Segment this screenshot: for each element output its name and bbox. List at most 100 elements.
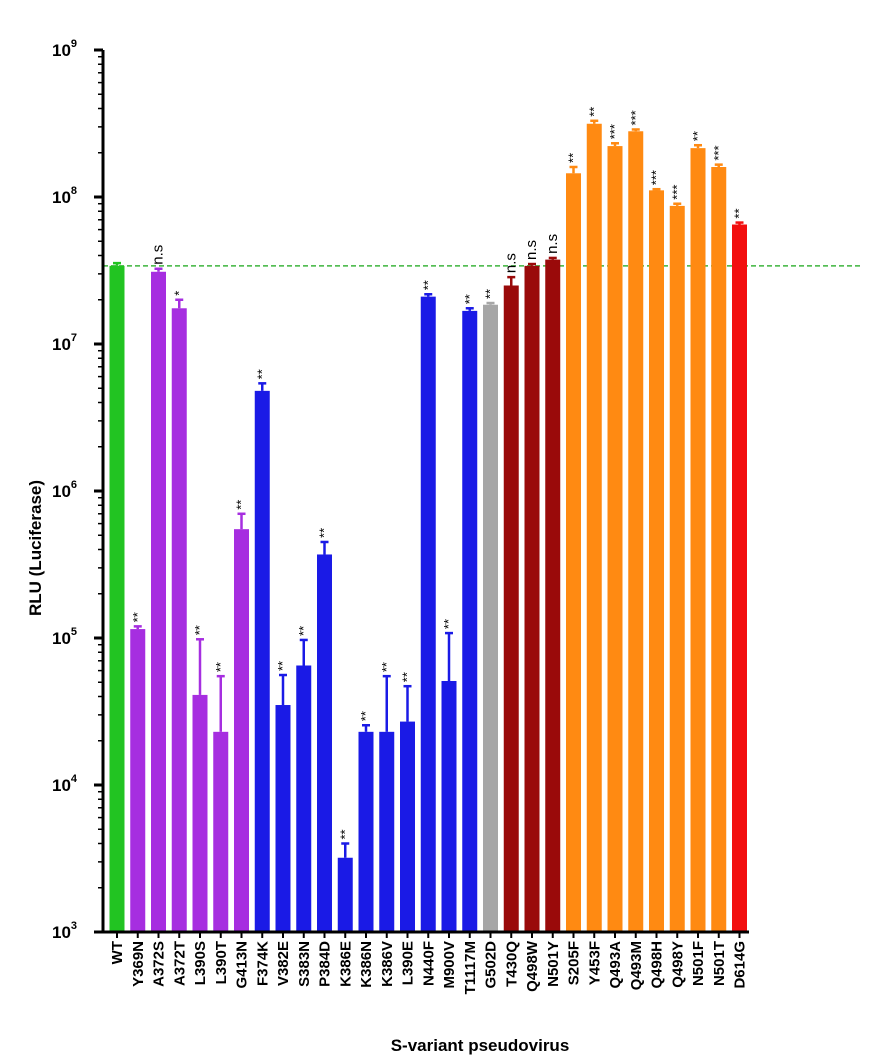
bar-q498h xyxy=(649,190,664,932)
error-bar xyxy=(133,625,142,630)
bar-l390e xyxy=(400,721,415,932)
y-axis-title: RLU (Luciferase) xyxy=(26,480,45,616)
error-bar xyxy=(237,512,246,530)
significance-label: ** xyxy=(483,289,498,299)
x-tick-label: Y453F xyxy=(586,941,603,985)
y-tick-label: 103 xyxy=(52,920,77,942)
error-bar xyxy=(424,292,433,297)
x-tick-label: P384D xyxy=(317,941,334,987)
significance-label: * xyxy=(171,291,186,296)
significance-label: ** xyxy=(317,528,332,538)
significance-label: ** xyxy=(462,294,477,304)
x-tick-label: L390E xyxy=(400,941,417,985)
x-tick-label: V382E xyxy=(275,941,292,986)
significance-label: ** xyxy=(358,711,373,721)
x-tick-label: M900V xyxy=(441,941,458,989)
x-tick-label: Q493A xyxy=(607,941,624,989)
error-bar xyxy=(320,540,329,555)
bars-layer xyxy=(109,119,747,933)
bar-n440f xyxy=(420,296,436,932)
bar-y369n xyxy=(130,629,146,932)
bar-wt xyxy=(109,265,125,933)
x-tick-label: L390S xyxy=(192,941,209,985)
bar-a372t xyxy=(171,308,187,932)
x-tick-label: Y369N xyxy=(130,941,147,987)
x-tick-label: N501F xyxy=(690,941,707,986)
error-bar xyxy=(652,187,661,191)
x-tick-label: G502D xyxy=(483,941,500,989)
significance-label: ** xyxy=(130,612,145,622)
y-tick-label: 106 xyxy=(52,479,77,501)
bar-q498w xyxy=(524,265,540,933)
error-bar xyxy=(362,723,370,732)
error-bar xyxy=(258,382,267,391)
bar-s205f xyxy=(566,173,581,932)
significance-label: n.s xyxy=(502,253,519,273)
significance-label: ** xyxy=(586,107,601,117)
y-tick-label: 108 xyxy=(52,185,77,207)
x-tick-label: Q498H xyxy=(649,941,666,989)
error-bar xyxy=(382,674,391,732)
x-tick-label: Q498Y xyxy=(669,941,686,988)
x-tick-label: G413N xyxy=(234,941,251,989)
error-bar xyxy=(486,301,495,305)
error-bar xyxy=(279,673,287,706)
bar-l390s xyxy=(192,694,208,932)
error-bar xyxy=(465,307,474,311)
x-axis: WT Y369N A372S A372T L390S L390T G413N F374K V38… xyxy=(102,930,749,994)
error-bar xyxy=(528,262,536,266)
significance-label: ** xyxy=(690,131,705,141)
bar-t430q xyxy=(503,285,519,932)
y-tick-label: 109 xyxy=(52,38,77,60)
significance-label: ** xyxy=(379,662,394,672)
error-bar xyxy=(611,142,619,147)
significance-label: ** xyxy=(275,661,290,671)
significance-label: ** xyxy=(732,208,747,218)
bar-m900v xyxy=(441,680,457,932)
significance-label: *** xyxy=(607,124,622,139)
bar-p384d xyxy=(317,554,332,932)
bar-q498y xyxy=(669,205,685,932)
y-axis: 103 104 105 106 107 108 109 xyxy=(52,38,105,942)
bar-g413n xyxy=(234,529,249,932)
significance-label: *** xyxy=(669,185,684,200)
x-tick-label: WT xyxy=(109,941,126,964)
x-tick-label: T1117M xyxy=(462,941,479,994)
x-tick-label: Q498W xyxy=(524,940,541,992)
significance-label: *** xyxy=(711,145,726,160)
bar-k386n xyxy=(358,731,374,932)
significance-label: *** xyxy=(649,170,664,185)
x-tick-label: S205F xyxy=(566,941,583,985)
significance-label: ** xyxy=(234,500,249,510)
error-bar xyxy=(216,674,225,732)
bar-d614g xyxy=(732,224,747,933)
bar-n501y xyxy=(545,259,561,932)
error-bar xyxy=(673,202,682,206)
error-bar xyxy=(175,298,184,309)
error-bar xyxy=(631,128,640,132)
significance-label: ** xyxy=(337,829,352,839)
significance-label: n.s xyxy=(523,240,540,260)
x-tick-label: K386V xyxy=(379,941,396,987)
significance-layer: **n.s*******************************n.sn… xyxy=(130,107,747,840)
x-tick-label: T430Q xyxy=(503,941,520,987)
bar-l390t xyxy=(213,731,229,932)
bar-f374k xyxy=(254,390,270,932)
error-bar xyxy=(714,163,723,167)
bar-a372s xyxy=(151,271,166,932)
significance-label: *** xyxy=(628,110,643,125)
error-bar xyxy=(196,638,204,695)
bar-v382e xyxy=(275,705,291,932)
significance-label: ** xyxy=(566,153,581,163)
x-tick-label: N501Y xyxy=(545,941,562,987)
bar-k386v xyxy=(379,731,395,932)
x-tick-label: K386N xyxy=(358,941,375,988)
error-bar xyxy=(548,256,557,260)
x-tick-label: F374K xyxy=(254,941,271,986)
error-bar xyxy=(735,221,744,225)
bar-n501t xyxy=(711,166,727,932)
bar-g502d xyxy=(483,304,498,932)
x-tick-label: N440F xyxy=(420,941,437,986)
bar-y453f xyxy=(586,123,602,932)
